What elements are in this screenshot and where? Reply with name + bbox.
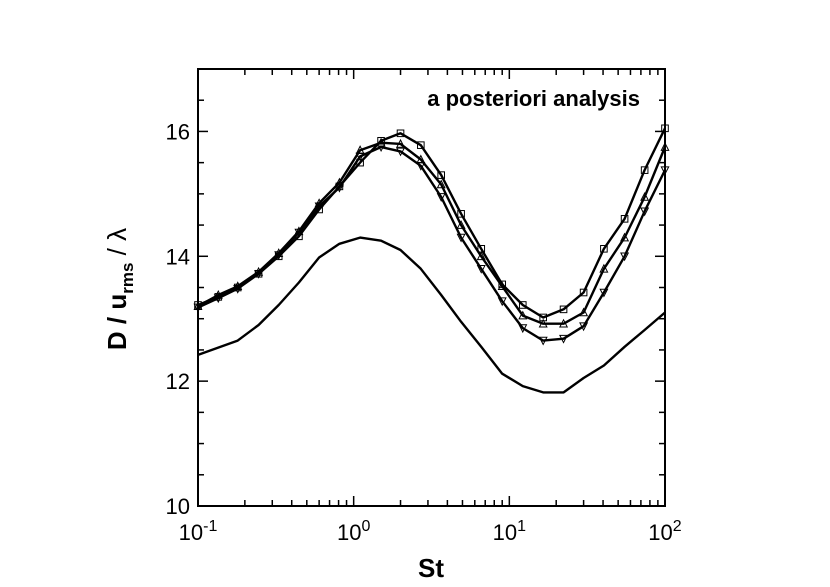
y-tick-labels: 10 12 14 16 — [166, 119, 190, 519]
axis-ticks — [197, 68, 666, 507]
x-tick-label-exponent: 0 — [361, 518, 370, 535]
square-marker — [518, 301, 527, 309]
triangle-up-marker — [294, 226, 304, 236]
triangle-down-marker — [538, 336, 548, 346]
y-axis-title-subscript: rms — [118, 263, 137, 294]
triangle-up-marker — [334, 177, 344, 187]
x-tick-label-exponent: 2 — [673, 518, 682, 535]
x-tick-label-base: 10 — [493, 520, 517, 545]
x-tick-label: 100 — [337, 518, 370, 545]
y-axis-title: D / urms / λ — [102, 228, 137, 350]
triangle-down-marker — [416, 161, 426, 171]
square-marker — [437, 171, 445, 179]
x-tick-label-base: 10 — [648, 520, 672, 545]
triangle-up-marker — [254, 266, 264, 276]
triangle-up-marker — [620, 232, 630, 242]
y-axis-title-suffix: / λ — [102, 228, 132, 263]
square-marker — [295, 232, 303, 241]
triangle-up-marker — [376, 137, 386, 147]
triangle-up-marker — [456, 220, 466, 229]
triangle-down-marker — [579, 322, 589, 332]
triangle-up-marker — [518, 310, 528, 320]
triangle-down-marker — [559, 334, 569, 344]
triangle-down-marker — [376, 143, 386, 153]
square-marker — [661, 124, 669, 133]
triangle-down-marker — [254, 269, 264, 279]
triangle-up-marker — [274, 248, 284, 257]
triangle-up-marker — [660, 142, 670, 151]
square-marker — [457, 210, 465, 218]
series-markers — [193, 124, 670, 346]
y-tick-label: 16 — [166, 119, 190, 144]
square-marker — [233, 283, 242, 292]
triangle-down-marker — [620, 252, 630, 262]
series-lines — [197, 127, 667, 394]
triangle-down-marker — [274, 251, 284, 261]
triangle-up-marker — [640, 191, 650, 201]
triangle-up-marker — [233, 281, 243, 291]
triangle-up-marker — [396, 138, 406, 148]
x-tick-label-base: 10 — [337, 520, 361, 545]
triangle-up-marker — [193, 301, 203, 311]
y-axis-title-main: D / u — [102, 294, 132, 350]
series-line-2 — [197, 141, 667, 325]
triangle-down-marker — [497, 297, 507, 307]
triangle-up-marker — [599, 263, 609, 273]
x-tick-label: 10-1 — [179, 518, 218, 545]
triangle-up-marker — [559, 318, 569, 328]
series-line-4 — [197, 236, 666, 394]
triangle-down-marker — [396, 147, 406, 157]
triangle-up-marker — [538, 318, 548, 328]
triangle-down-marker — [314, 202, 324, 212]
square-marker — [498, 280, 507, 289]
square-marker — [600, 244, 608, 253]
square-marker — [620, 215, 629, 223]
square-marker — [559, 305, 568, 314]
y-tick-label: 14 — [166, 244, 190, 269]
annotation-label: a posteriori analysis — [427, 86, 640, 111]
triangle-down-marker — [334, 183, 344, 193]
triangle-down-marker — [660, 166, 670, 176]
square-marker — [579, 288, 588, 297]
triangle-down-marker — [193, 303, 203, 313]
triangle-down-marker — [599, 288, 609, 298]
triangle-down-marker — [456, 233, 466, 243]
x-tick-label-exponent: 1 — [517, 518, 526, 535]
x-axis-title: St — [418, 553, 444, 583]
y-tick-label: 10 — [166, 494, 190, 519]
triangle-up-marker — [579, 307, 589, 317]
x-tick-label: 101 — [493, 518, 526, 545]
series-line-3 — [197, 145, 667, 342]
triangle-down-marker — [233, 284, 243, 294]
square-marker — [640, 166, 649, 174]
y-tick-label: 12 — [166, 369, 190, 394]
triangle-down-marker — [518, 324, 528, 334]
x-tick-labels: 10-1 100 101 102 — [179, 518, 682, 545]
triangle-down-marker — [213, 294, 223, 304]
square-marker — [396, 129, 405, 138]
triangle-down-marker — [476, 264, 486, 274]
x-tick-label-exponent: -1 — [203, 518, 217, 535]
triangle-up-marker — [476, 251, 486, 261]
square-marker — [417, 141, 425, 149]
triangle-up-marker — [436, 179, 446, 189]
triangle-down-marker — [640, 207, 650, 217]
x-tick-label-base: 10 — [179, 520, 203, 545]
x-tick-label: 102 — [648, 518, 681, 545]
triangle-down-marker — [355, 152, 365, 162]
triangle-down-marker — [436, 193, 446, 202]
triangle-up-marker — [497, 281, 507, 291]
triangle-down-marker — [294, 228, 304, 238]
